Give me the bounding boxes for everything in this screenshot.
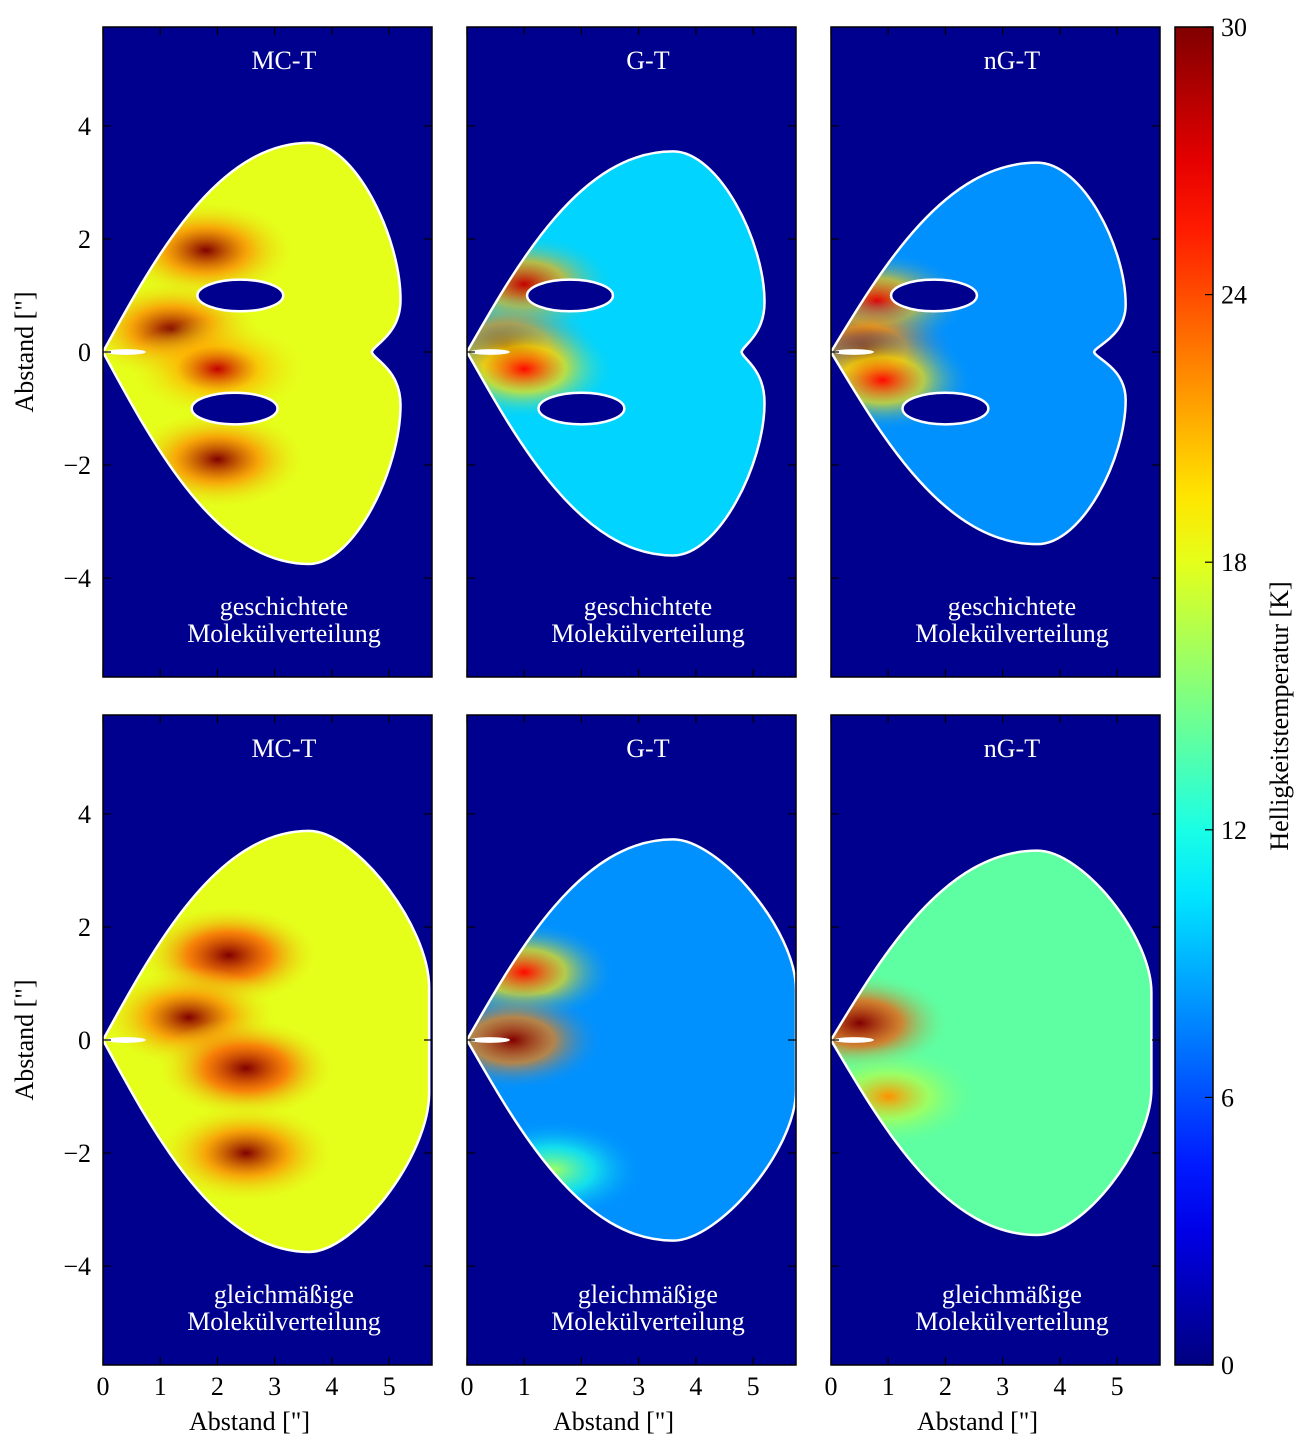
center-spot	[469, 349, 510, 355]
panel-title: nG-T	[984, 46, 1040, 75]
panel-subtitle: geschichtete	[948, 592, 1077, 621]
panel-subtitle: gleichmäßige	[214, 1280, 354, 1309]
colorbar: 0 6 12 18 24 30 Helligkeitstemperatur [K]	[1174, 13, 1294, 1380]
y-axis-label: Abstand ["]	[10, 979, 39, 1100]
panel-subtitle: gleichmäßige	[942, 1280, 1082, 1309]
center-spot	[105, 1037, 146, 1043]
panel-title: MC-T	[251, 46, 316, 75]
contour-cavity	[537, 391, 626, 426]
x-tick-label: 3	[268, 1372, 281, 1401]
panel-subtitle: Molekülverteilung	[187, 1307, 381, 1336]
panel-title: G-T	[626, 46, 669, 75]
colorbar-tick-label: 18	[1221, 548, 1247, 577]
y-tick-label: 0	[78, 1026, 91, 1055]
hot-lobe	[154, 1017, 338, 1120]
panel-subtitle: Molekülverteilung	[551, 619, 745, 648]
panel-subtitle: geschichtete	[220, 592, 349, 621]
x-axis-label: Abstand ["]	[553, 1407, 674, 1436]
center-spot	[833, 349, 874, 355]
contour-outer	[467, 838, 796, 1242]
colorbar-gradient	[1174, 26, 1214, 1366]
contour-outer	[103, 141, 402, 566]
emission-map	[103, 830, 430, 1252]
x-tick-label: 4	[325, 1372, 338, 1401]
y-tick-label: 2	[78, 225, 91, 254]
x-tick-label: 5	[1111, 1372, 1124, 1401]
y-tick-label: −2	[63, 1139, 91, 1168]
contour-cavity	[901, 391, 990, 426]
colorbar-tick-label: 0	[1221, 1351, 1234, 1380]
y-tick-label: −4	[63, 1252, 91, 1281]
contour-outer	[831, 849, 1153, 1237]
y-tick-label: 4	[78, 112, 91, 141]
x-tick-label: 4	[1053, 1372, 1066, 1401]
x-tick-label: 2	[939, 1372, 952, 1401]
center-spot	[469, 1037, 510, 1043]
x-tick-label: 5	[747, 1372, 760, 1401]
contour-cavity	[196, 278, 285, 313]
x-tick-label: 0	[461, 1372, 474, 1401]
panels: −4−2024MC-TgeschichteteMolekülverteilung…	[10, 26, 1161, 1436]
panel-subtitle: gleichmäßige	[578, 1280, 718, 1309]
x-tick-label: 3	[996, 1372, 1009, 1401]
emission-map	[831, 850, 1152, 1235]
x-tick-label: 1	[882, 1372, 895, 1401]
x-tick-label: 2	[575, 1372, 588, 1401]
x-tick-label: 5	[383, 1372, 396, 1401]
y-tick-label: 0	[78, 338, 91, 367]
panel-1-0: 0 1 2 3 4 5 −4 −2 0 2 4 MC-T gleichmäßigeMolekülvert…	[10, 714, 433, 1436]
x-tick-label: 4	[689, 1372, 702, 1401]
x-tick-label: 3	[632, 1372, 645, 1401]
center-spot	[105, 349, 146, 355]
x-axis-label: Abstand ["]	[189, 1407, 310, 1436]
emission-map	[831, 162, 1126, 545]
x-tick-label: 1	[518, 1372, 531, 1401]
panel-title: nG-T	[984, 734, 1040, 763]
hot-lobe	[467, 989, 605, 1091]
x-axis-label: Abstand ["]	[917, 1407, 1038, 1436]
x-tick-label: 2	[211, 1372, 224, 1401]
y-tick-label: −4	[63, 564, 91, 593]
colorbar-tick-label: 6	[1221, 1083, 1234, 1112]
hot-lobe	[154, 1102, 338, 1204]
x-tick-label: 0	[97, 1372, 110, 1401]
panel-subtitle: Molekülverteilung	[915, 619, 1109, 648]
panel-title: MC-T	[251, 734, 316, 763]
contour-outer	[467, 150, 766, 557]
y-tick-label: 4	[78, 800, 91, 829]
colorbar-tick-label: 12	[1221, 816, 1247, 845]
panel-subtitle: Molekülverteilung	[551, 1307, 745, 1336]
colorbar-tick-label: 30	[1221, 13, 1247, 42]
colorbar-tick-label: 24	[1221, 281, 1247, 310]
colorbar-label: Helligkeitstemperatur [K]	[1265, 581, 1294, 850]
y-axis-label: Abstand ["]	[10, 291, 39, 412]
y-tick-label: 2	[78, 913, 91, 942]
contour-outer	[831, 161, 1127, 546]
panel-subtitle: geschichtete	[584, 592, 713, 621]
y-tick-label: −2	[63, 451, 91, 480]
contour-cavity	[190, 391, 279, 426]
panel-title: G-T	[626, 734, 669, 763]
contour-cavity	[889, 278, 979, 313]
panel-0-0: −4 −2 0 2 4 MC-T geschichteteMolekülverteilung…	[10, 26, 433, 678]
panel-subtitle: Molekülverteilung	[187, 619, 381, 648]
x-tick-label: 1	[154, 1372, 167, 1401]
x-tick-label: 0	[825, 1372, 838, 1401]
panel-subtitle: Molekülverteilung	[915, 1307, 1109, 1336]
center-spot	[833, 1037, 874, 1043]
contour-cavity	[525, 278, 615, 313]
hot-lobe	[125, 318, 309, 420]
